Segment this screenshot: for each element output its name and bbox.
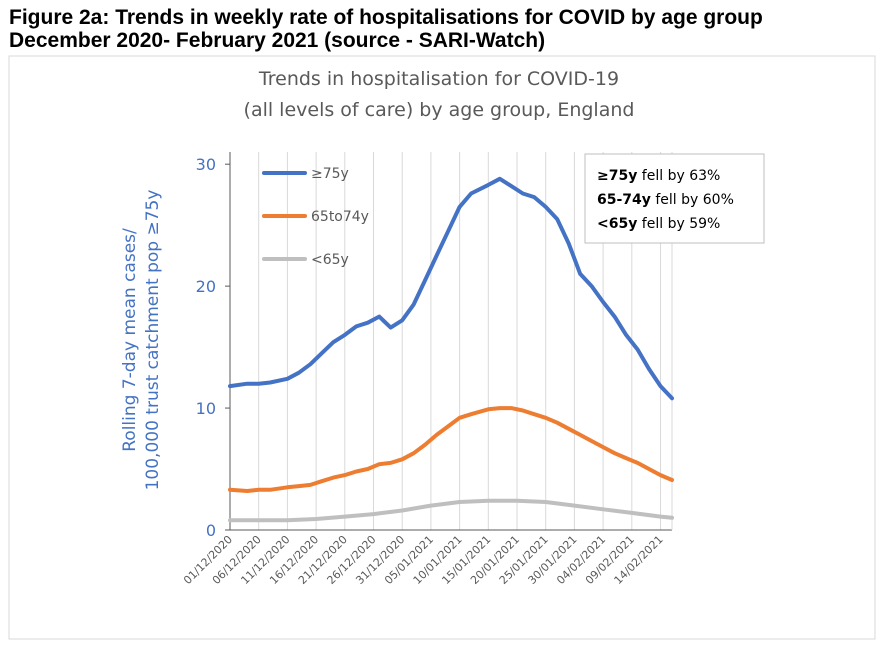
chart-area-border: [8, 55, 876, 640]
series-line-1: [228, 406, 674, 493]
legend: ≥75y 65to74y <65y: [262, 166, 369, 268]
y-tick-label: 30: [196, 155, 216, 174]
legend-label-1: 65to74y: [311, 209, 369, 225]
annotation-label-2: 65-74y: [597, 192, 651, 208]
chart-title-line1: Trends in hospitalisation for COVID-19: [258, 68, 619, 90]
annotation-line-1: ≥75y fell by 63%: [597, 168, 720, 184]
figure-heading-line2: December 2020- February 2021 (source - S…: [9, 29, 546, 52]
y-tick-labels: 0 10 20 30: [196, 155, 216, 540]
y-axis-title: Rolling 7-day mean cases/ 100,000 trust …: [120, 190, 163, 491]
annotation-box: ≥75y fell by 63% 65-74y fell by 60% <65y…: [584, 153, 765, 244]
annotation-text-1: fell by 63%: [637, 168, 720, 184]
annotation-line-3: <65y fell by 59%: [597, 216, 720, 232]
y-tick-label: 10: [196, 399, 216, 418]
chart-title-line2: (all levels of care) by age group, Engla…: [244, 99, 635, 121]
legend-label-0: ≥75y: [311, 166, 349, 182]
annotation-text-3: fell by 59%: [637, 216, 720, 232]
figure-heading-line1: Figure 2a: Trends in weekly rate of hosp…: [9, 6, 763, 29]
series-line-2: [228, 498, 674, 523]
y-axis-title-line2: 100,000 trust catchment pop ≥75y: [143, 190, 163, 491]
annotation-text-2: fell by 60%: [651, 192, 734, 208]
figure-heading: Figure 2a: Trends in weekly rate of hosp…: [9, 6, 763, 52]
legend-label-2: <65y: [311, 252, 349, 268]
annotation-label-1: ≥75y: [597, 168, 637, 184]
y-axis-title-line1: Rolling 7-day mean cases/: [120, 228, 140, 452]
series-line-0: [228, 176, 674, 401]
annotation-line-2: 65-74y fell by 60%: [597, 192, 734, 208]
annotation-box-border: [584, 153, 765, 244]
y-tick-label: 20: [196, 277, 216, 296]
series-lines: [228, 176, 674, 523]
y-tick-label: 0: [206, 521, 216, 540]
annotation-label-3: <65y: [597, 216, 637, 232]
